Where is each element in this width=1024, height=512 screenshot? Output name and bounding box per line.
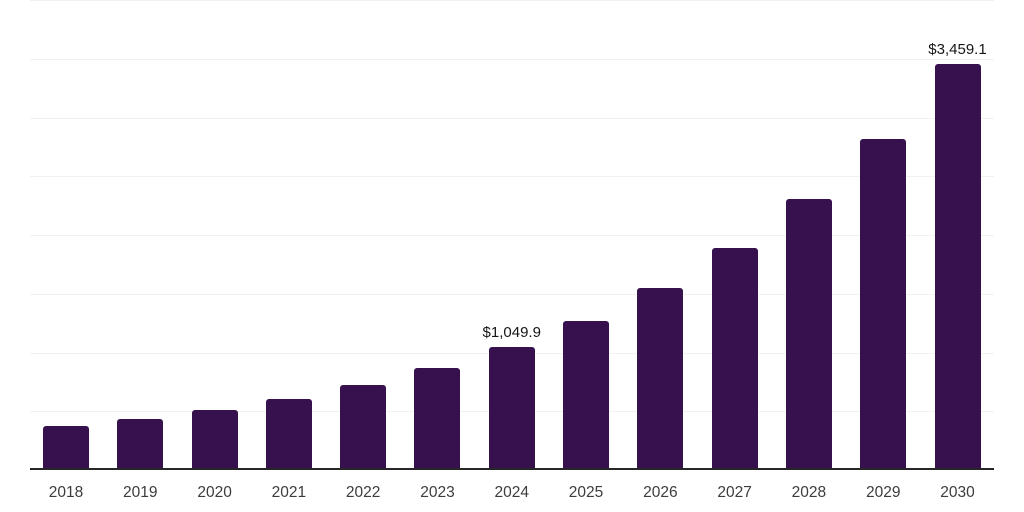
- bar-2029: [860, 138, 907, 470]
- x-tick-label-2021: 2021: [271, 484, 307, 501]
- x-tick-label-2026: 2026: [643, 484, 678, 501]
- bar-2021: [265, 399, 312, 470]
- gridline: [30, 176, 994, 178]
- x-axis-line: [30, 468, 994, 470]
- bar-2019: [117, 419, 164, 470]
- gridline: [30, 235, 994, 236]
- bar-2030: [934, 63, 981, 470]
- bar-2028: [785, 199, 832, 470]
- gridline: [30, 58, 994, 60]
- bar-2026: [637, 288, 684, 470]
- x-tick-label-2030: 2030: [940, 484, 975, 501]
- x-tick-label-2027: 2027: [717, 484, 752, 501]
- bar-value-label-2024: $1,049.9: [482, 323, 541, 341]
- plot-area: $1,049.9 $3,459.1: [30, 0, 994, 470]
- bar-value-label-2030: $3,459.1: [928, 40, 987, 58]
- x-tick-label-2023: 2023: [420, 484, 455, 501]
- bar-2025: [563, 320, 610, 470]
- bar-2022: [340, 384, 387, 470]
- x-tick-label-2029: 2029: [865, 484, 901, 501]
- x-axis-labels: 2018 2019 2020 2021 2022 2023 2024 2025 2026 2027…: [30, 484, 994, 504]
- x-tick-label-2020: 2020: [197, 484, 232, 501]
- x-tick-label-2028: 2028: [791, 484, 827, 501]
- gridline: [30, 117, 994, 119]
- x-tick-label-2022: 2022: [345, 484, 381, 501]
- bar-2024: [488, 346, 535, 470]
- x-tick-label-2019: 2019: [123, 484, 158, 501]
- bar-2027: [711, 248, 758, 470]
- bar-2018: [43, 425, 89, 470]
- bar-2023: [414, 368, 461, 470]
- bar-2020: [191, 409, 238, 470]
- gridline: [30, 293, 994, 295]
- x-tick-label-2025: 2025: [568, 484, 604, 501]
- gridline: [30, 0, 994, 1]
- x-tick-label-2024: 2024: [494, 484, 529, 501]
- x-tick-label-2018: 2018: [48, 484, 84, 501]
